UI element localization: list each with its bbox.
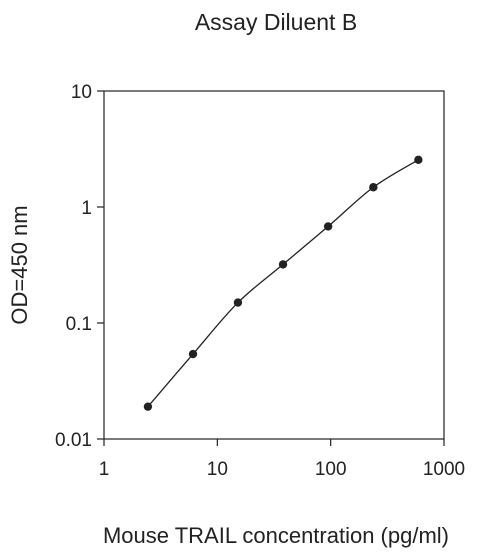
series-layer — [143, 155, 423, 411]
x-tick-label: 10 — [207, 459, 228, 480]
series-line — [147, 159, 419, 408]
data-point — [233, 298, 243, 307]
y-tick-label: 0.1 — [66, 314, 92, 335]
plot-area — [103, 90, 445, 440]
data-point — [188, 349, 198, 359]
data-point — [414, 155, 423, 165]
data-point — [323, 222, 333, 231]
x-axis-ticks: 1 10 100 1000 — [99, 439, 465, 480]
data-point — [278, 260, 288, 269]
x-tick-label: 1000 — [423, 459, 465, 480]
y-axis-label: OD=450 nm — [7, 205, 32, 324]
x-tick-label: 1 — [99, 459, 110, 480]
y-axis-ticks: 0.01 0.1 1 10 — [55, 82, 104, 451]
x-tick-label: 100 — [315, 459, 347, 480]
data-point — [143, 402, 153, 411]
y-tick-label: 10 — [71, 82, 92, 103]
data-point — [369, 183, 378, 192]
x-axis-label: Mouse TRAIL concentration (pg/ml) — [103, 523, 449, 548]
chart-title: Assay Diluent B — [195, 9, 357, 35]
y-tick-label: 0.01 — [55, 430, 92, 451]
y-tick-label: 1 — [81, 198, 92, 219]
